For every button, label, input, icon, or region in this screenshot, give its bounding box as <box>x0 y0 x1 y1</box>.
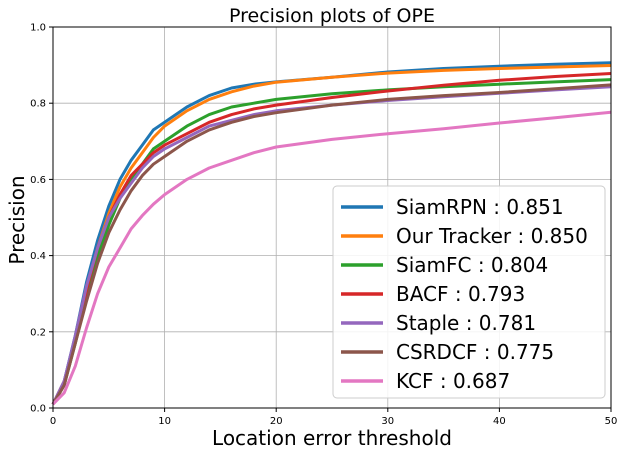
y-tick-label: 0.0 <box>30 404 46 415</box>
series-lines <box>51 61 612 406</box>
plot-frame <box>52 26 612 409</box>
x-axis-label: Location error threshold <box>212 426 452 450</box>
legend-entry-label: SiamRPN : 0.851 <box>396 195 564 219</box>
series-line-kcf <box>51 110 612 406</box>
legend: SiamRPN : 0.851 Our Tracker : 0.850 SiamFC… <box>332 185 606 399</box>
grid <box>52 26 612 409</box>
legend-entry-label: KCF : 0.687 <box>396 369 510 393</box>
x-tick-label: 50 <box>605 416 618 427</box>
legend-entry-label: Staple : 0.781 <box>396 311 536 335</box>
y-tick-label: 0.8 <box>30 99 46 110</box>
x-tick-label: 10 <box>158 416 171 427</box>
x-tick-label: 20 <box>270 416 283 427</box>
series-line-csrdcf <box>51 83 612 405</box>
x-tick-label: 30 <box>381 416 394 427</box>
x-tick-label: 40 <box>493 416 506 427</box>
y-tick-label: 0.4 <box>30 251 46 262</box>
legend-entry-label: BACF : 0.793 <box>396 282 525 306</box>
x-tick-label: 0 <box>50 416 56 427</box>
axis-ticks: 0 10 20 30 40 50 0.0 0.2 0.4 0.6 0.8 1.0 <box>30 23 617 428</box>
legend-entry-label: SiamFC : 0.804 <box>396 253 548 277</box>
y-tick-label: 0.6 <box>30 175 46 186</box>
y-tick-label: 1.0 <box>30 23 46 34</box>
legend-box <box>332 185 606 399</box>
legend-entry-label: CSRDCF : 0.775 <box>396 340 554 364</box>
y-axis-label: Precision <box>5 175 29 264</box>
y-tick-label: 0.2 <box>30 327 46 338</box>
chart-title: Precision plots of OPE <box>229 5 435 27</box>
legend-entry-label: Our Tracker : 0.850 <box>396 224 588 248</box>
